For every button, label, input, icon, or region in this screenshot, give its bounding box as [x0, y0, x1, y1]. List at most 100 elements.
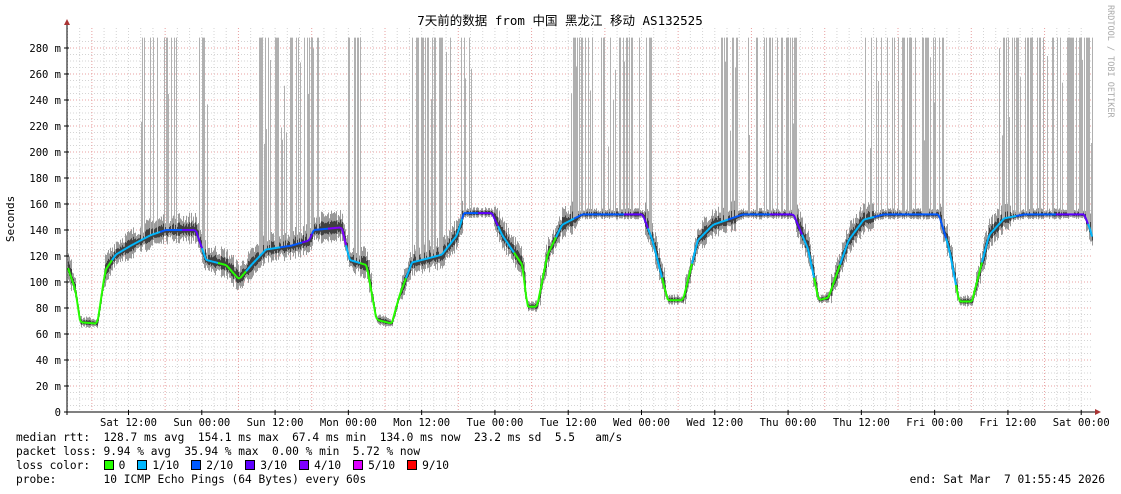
median-line: [67, 212, 1093, 325]
median-segment: [643, 217, 647, 224]
median-segment: [663, 285, 667, 294]
loss-legend-item: 3/10: [245, 459, 287, 472]
median-segment: [729, 217, 733, 220]
median-segment: [845, 241, 849, 248]
y-tick-label: 180 m: [29, 173, 61, 185]
median-segment: [371, 294, 375, 307]
median-segment: [525, 295, 529, 307]
median-segment: [661, 277, 665, 286]
y-tick-label: 200 m: [29, 147, 61, 159]
median-segment: [719, 220, 723, 224]
x-tick-label: Fri 00:00: [906, 417, 963, 429]
median-segment: [105, 265, 109, 270]
median-segment: [641, 213, 645, 219]
median-segment: [569, 218, 573, 222]
median-segment: [249, 263, 253, 268]
legend-packet-loss: packet loss: 9.94 % avg 35.94 % max 0.00…: [16, 445, 421, 458]
median-segment: [263, 248, 267, 253]
median-segment: [791, 213, 795, 217]
loss-color-swatch: [191, 460, 202, 470]
median-segment: [419, 258, 423, 262]
loss-legend-label: 5/10: [368, 459, 396, 472]
median-segment: [95, 318, 99, 324]
median-segment: [819, 298, 823, 301]
median-segment: [99, 292, 103, 307]
x-tick-label: Wed 12:00: [686, 417, 743, 429]
median-segment: [393, 307, 397, 316]
y-tick-label: 240 m: [29, 95, 61, 107]
median-segment: [1001, 217, 1005, 222]
median-segment: [797, 224, 801, 231]
median-segment: [733, 215, 737, 219]
median-segment: [539, 281, 543, 293]
median-segment: [831, 281, 835, 288]
median-segment: [211, 260, 215, 263]
median-segment: [357, 261, 361, 265]
median-segment: [303, 240, 307, 243]
median-segment: [109, 259, 113, 264]
median-segment: [495, 221, 499, 227]
median-segment: [253, 259, 257, 263]
median-segment: [823, 297, 827, 300]
median-segment: [205, 258, 209, 262]
median-segment: [987, 233, 991, 240]
median-segment: [453, 235, 457, 240]
median-segment: [117, 251, 121, 255]
median-segment: [345, 244, 349, 254]
median-segment: [349, 259, 353, 262]
median-segment: [363, 263, 367, 266]
median-segment: [827, 292, 831, 299]
median-segment: [869, 216, 873, 219]
median-segment: [877, 214, 881, 217]
median-segment: [543, 261, 547, 273]
median-segment: [695, 239, 699, 248]
median-segment: [685, 279, 689, 289]
median-segment: [431, 255, 435, 259]
median-segment: [939, 217, 943, 226]
legend-loss-color: loss color: 0 1/10 2/10 3/10 4/10 5/10 9/10: [16, 459, 461, 473]
median-segment: [517, 257, 521, 263]
median-segment: [239, 275, 243, 279]
median-segment: [493, 217, 497, 223]
loss-color-swatch: [353, 460, 364, 470]
median-segment: [687, 271, 691, 281]
median-segment: [77, 307, 81, 321]
median-segment: [999, 220, 1003, 224]
median-segment: [421, 258, 425, 261]
median-segment: [691, 255, 695, 264]
median-segment: [511, 249, 515, 254]
median-segment: [75, 293, 79, 308]
median-segment: [147, 234, 151, 238]
median-segment: [137, 239, 141, 243]
x-tick-label: Mon 00:00: [320, 417, 377, 429]
median-segment: [989, 231, 993, 235]
median-segment: [561, 222, 565, 226]
median-segment: [983, 246, 987, 255]
median-segment: [261, 250, 265, 255]
x-tick-label: Wed 00:00: [613, 417, 670, 429]
median-segment: [843, 247, 847, 254]
y-tick-label: 260 m: [29, 69, 61, 81]
median-segment: [127, 245, 131, 249]
median-segment: [347, 253, 351, 261]
x-tick-label: Tue 00:00: [466, 417, 523, 429]
median-segment: [301, 240, 305, 244]
median-segment: [681, 295, 685, 301]
median-segment: [735, 215, 739, 218]
median-segment: [723, 219, 727, 222]
median-segment: [425, 257, 429, 260]
median-segment: [833, 275, 837, 282]
median-segment: [411, 260, 415, 264]
median-segment: [803, 238, 807, 245]
median-segment: [535, 301, 539, 308]
median-segment: [153, 232, 157, 235]
median-segment: [395, 300, 399, 309]
median-segment: [251, 261, 255, 265]
median-segment: [1083, 213, 1087, 220]
median-segment: [113, 253, 117, 258]
median-segment: [159, 230, 163, 233]
loss-color-swatch: [137, 460, 148, 470]
median-segment: [437, 254, 441, 257]
median-segment: [807, 248, 811, 259]
median-segment: [403, 277, 407, 284]
